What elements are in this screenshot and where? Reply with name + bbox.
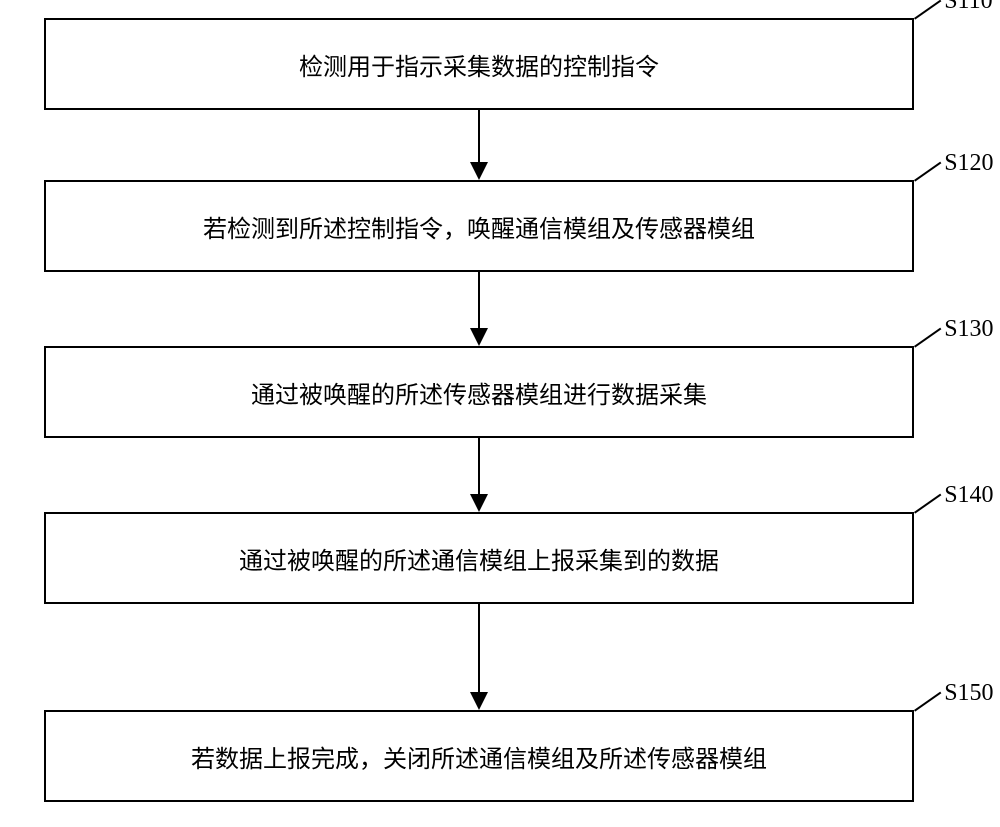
step-box-s110: 检测用于指示采集数据的控制指令 — [44, 18, 914, 110]
step-box-s130: 通过被唤醒的所述传感器模组进行数据采集 — [44, 346, 914, 438]
step-label-s130: S130 — [944, 316, 993, 343]
step-label-s110: S110 — [944, 0, 992, 15]
leader-s110 — [914, 0, 941, 20]
arrow-head-s140-s150 — [470, 692, 488, 710]
step-text-s120: 若检测到所述控制指令，唤醒通信模组及传感器模组 — [203, 209, 755, 244]
arrow-head-s130-s140 — [470, 494, 488, 512]
step-label-s150: S150 — [944, 680, 993, 707]
leader-s120 — [914, 162, 941, 182]
arrow-s140-s150 — [478, 604, 481, 692]
step-text-s110: 检测用于指示采集数据的控制指令 — [299, 47, 659, 82]
step-text-s150: 若数据上报完成，关闭所述通信模组及所述传感器模组 — [191, 739, 767, 774]
leader-s130 — [914, 328, 941, 348]
step-label-s140: S140 — [944, 482, 993, 509]
step-box-s120: 若检测到所述控制指令，唤醒通信模组及传感器模组 — [44, 180, 914, 272]
arrow-head-s120-s130 — [470, 328, 488, 346]
step-box-s140: 通过被唤醒的所述通信模组上报采集到的数据 — [44, 512, 914, 604]
arrow-head-s110-s120 — [470, 162, 488, 180]
leader-s140 — [914, 494, 941, 514]
arrow-s130-s140 — [478, 438, 481, 494]
arrow-s120-s130 — [478, 272, 481, 328]
step-text-s130: 通过被唤醒的所述传感器模组进行数据采集 — [251, 375, 707, 410]
arrow-s110-s120 — [478, 110, 481, 162]
flowchart-canvas: 检测用于指示采集数据的控制指令 S110 若检测到所述控制指令，唤醒通信模组及传感器… — [0, 0, 1000, 827]
leader-s150 — [914, 692, 941, 712]
step-text-s140: 通过被唤醒的所述通信模组上报采集到的数据 — [239, 541, 719, 576]
step-label-s120: S120 — [944, 150, 993, 177]
step-box-s150: 若数据上报完成，关闭所述通信模组及所述传感器模组 — [44, 710, 914, 802]
